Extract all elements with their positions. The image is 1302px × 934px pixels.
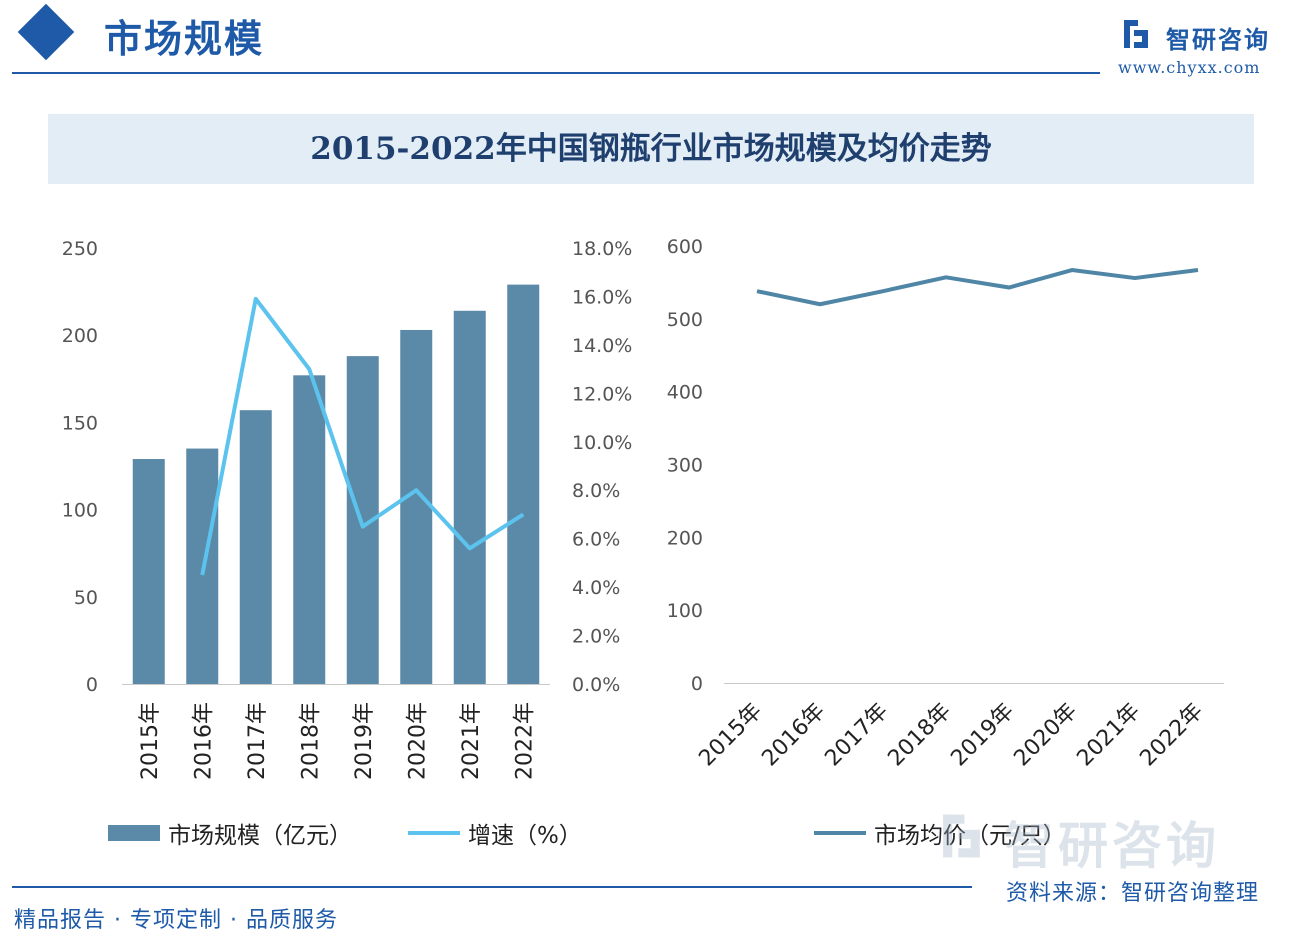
price-axis-tick: 0 <box>691 673 703 695</box>
price-chart-category-label: 2017年 <box>820 699 893 772</box>
legend-price: 市场均价（元/只） <box>814 816 1066 850</box>
bar-chart-category-label: 2020年 <box>405 702 430 780</box>
chart-title: 2015-2022年中国钢瓶行业市场规模及均价走势 <box>310 131 992 167</box>
price-chart-category-label: 2015年 <box>694 699 767 772</box>
price-axis-tick: 500 <box>667 309 703 331</box>
legend-market-size-label: 市场规模（亿元） <box>168 823 352 849</box>
brand-watermark: 智研咨询 <box>940 806 1270 875</box>
market-size-bar <box>400 329 433 684</box>
right-axis-tick: 12.0% <box>572 383 632 405</box>
legend-price-label: 市场均价（元/只） <box>874 816 1066 850</box>
bar-chart-category-label: 2022年 <box>512 702 537 780</box>
header-divider <box>12 72 1100 74</box>
market-size-bar <box>507 284 540 684</box>
left-axis-tick: 150 <box>62 412 98 434</box>
chart-title-box: 2015-2022年中国钢瓶行业市场规模及均价走势 <box>48 114 1254 184</box>
legend-market-size: 市场规模（亿元） <box>108 816 352 850</box>
bar-chart-category-label: 2016年 <box>191 702 216 780</box>
left-axis-tick: 200 <box>62 325 98 347</box>
market-size-bar <box>132 459 165 684</box>
price-chart-category-label: 2018年 <box>883 699 956 772</box>
bar-chart-category-label: 2021年 <box>459 702 484 780</box>
right-axis-tick: 0.0% <box>572 674 620 696</box>
price-chart-category-label: 2019年 <box>946 699 1019 772</box>
price-chart-category-label: 2016年 <box>757 699 830 772</box>
legend-growth-label: 增速（%） <box>468 823 582 849</box>
bar-chart-category-label: 2019年 <box>352 702 377 780</box>
brand-mark-icon <box>1124 20 1148 48</box>
price-chart-category-label: 2022年 <box>1135 699 1208 772</box>
right-axis-tick: 6.0% <box>572 529 620 551</box>
footer-slogan: 精品报告 · 专项定制 · 品质服务 <box>14 908 338 933</box>
price-axis-tick: 600 <box>667 236 703 258</box>
section-title: 市场规模 <box>104 17 265 61</box>
right-axis-tick: 18.0% <box>572 238 632 260</box>
price-chart-category-label: 2021年 <box>1072 699 1145 772</box>
right-axis-tick: 2.0% <box>572 626 620 648</box>
right-axis-tick: 10.0% <box>572 432 632 454</box>
right-axis-tick: 16.0% <box>572 286 632 308</box>
price-chart-category-label: 2020年 <box>1009 699 1082 772</box>
price-axis-tick: 200 <box>667 527 703 549</box>
price-axis-tick: 300 <box>667 455 703 477</box>
logo-text: 智研咨询 <box>1166 26 1270 54</box>
right-axis-tick: 8.0% <box>572 480 620 502</box>
left-axis-tick: 0 <box>86 674 98 696</box>
legend-growth: 增速（%） <box>408 816 582 850</box>
legend-bar-swatch <box>108 825 160 841</box>
bar-chart-category-label: 2018年 <box>298 702 323 780</box>
footer-source: 资料来源：智研咨询整理 <box>1006 881 1260 906</box>
left-axis-tick: 250 <box>62 238 98 260</box>
left-axis-tick: 100 <box>62 500 98 522</box>
price-axis-tick: 400 <box>667 382 703 404</box>
market-size-bar <box>453 310 486 684</box>
legend-growth-swatch <box>408 831 460 835</box>
market-size-bar <box>239 410 272 684</box>
logo-url: www.chyxx.com <box>1118 58 1261 77</box>
market-size-bar <box>293 375 326 684</box>
price-line <box>756 268 1199 307</box>
growth-rate-line <box>200 296 525 576</box>
price-axis-tick: 100 <box>667 600 703 622</box>
footer-divider <box>12 886 972 888</box>
brand-logo: 智研咨询 www.chyxx.com <box>1118 14 1288 84</box>
legend-price-swatch <box>814 831 866 835</box>
bar-chart-category-label: 2015年 <box>138 702 163 780</box>
bar-chart-category-label: 2017年 <box>245 702 270 780</box>
left-axis-tick: 50 <box>74 587 98 609</box>
brand-watermark-text: 智研咨询 <box>1004 817 1220 875</box>
brand-watermark-icon <box>943 814 980 858</box>
right-axis-tick: 14.0% <box>572 335 632 357</box>
right-axis-tick: 4.0% <box>572 577 620 599</box>
